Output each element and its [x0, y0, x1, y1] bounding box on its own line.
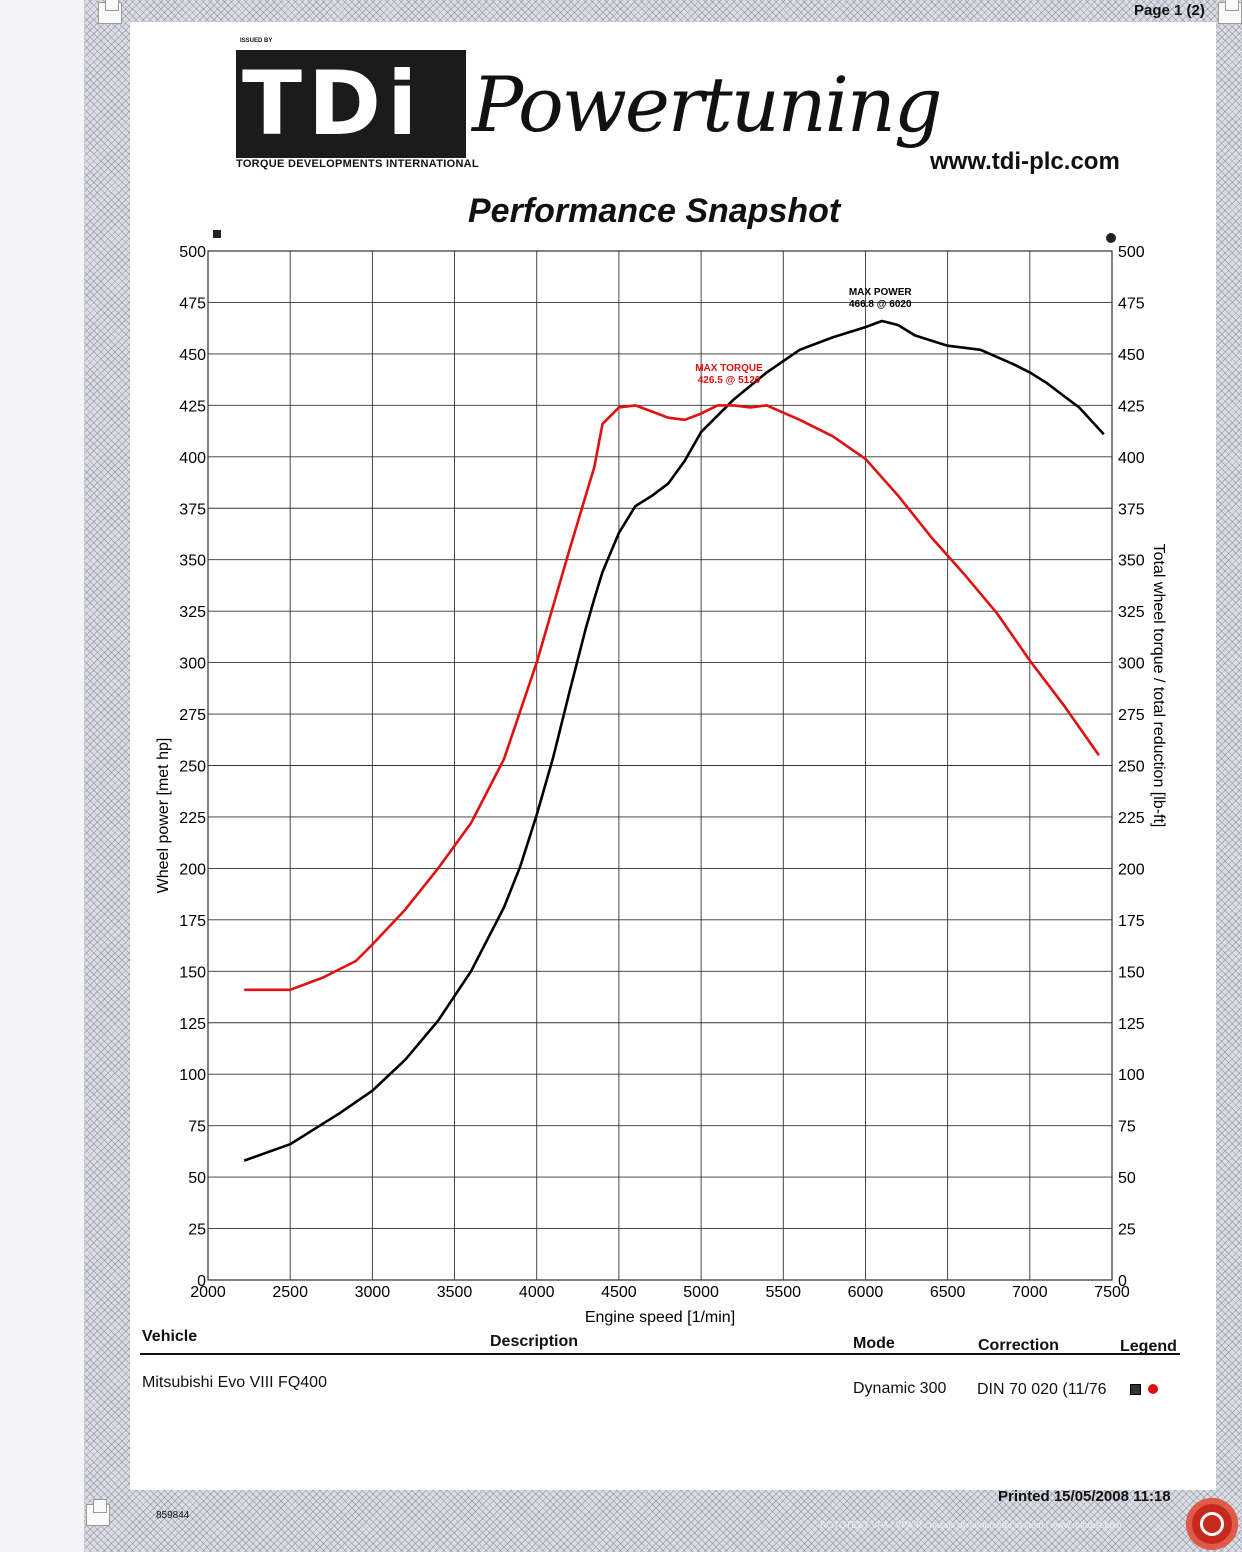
y-right-tick-label: 150	[1118, 964, 1145, 981]
y-left-tick-label: 500	[179, 244, 206, 261]
y-right-tick-label: 250	[1118, 759, 1145, 776]
brand-script: Powertuning	[472, 60, 943, 149]
page-corner-icon[interactable]	[86, 1499, 110, 1526]
y-right-tick-label: 225	[1118, 810, 1145, 827]
y-left-tick-label: 25	[188, 1222, 206, 1239]
y-right-tick-label: 475	[1118, 295, 1145, 312]
rototest-logo-icon	[1186, 1498, 1238, 1550]
y-right-axis-label: Total wheel torque / total reduction [lb…	[1150, 544, 1167, 828]
legend-circle-icon	[1148, 1384, 1158, 1394]
page-indicator: Page 1 (2)	[1134, 2, 1205, 19]
y-left-tick-label: 225	[179, 810, 206, 827]
y-right-tick-label: 450	[1118, 347, 1145, 364]
max-power-label: MAX POWER	[849, 287, 913, 298]
power-curve	[243, 319, 1105, 1162]
max-power-value: 466.8 @ 6020	[849, 299, 912, 310]
correction-value: DIN 70 020 (11/76	[977, 1381, 1107, 1398]
legend-header: Legend	[1120, 1338, 1177, 1355]
mode-value: Dynamic 300	[853, 1380, 947, 1397]
x-tick-label: 2500	[272, 1284, 308, 1301]
vehicle-value: Mitsubishi Evo VIII FQ400	[142, 1374, 327, 1391]
y-left-tick-label: 400	[179, 450, 206, 467]
max-torque-value: 426.5 @ 5120	[698, 375, 761, 386]
y-left-tick-label: 175	[179, 913, 206, 930]
x-tick-label: 4500	[601, 1284, 637, 1301]
x-tick-label: 7500	[1094, 1284, 1130, 1301]
y-right-tick-label: 500	[1118, 244, 1145, 261]
left-axis-square-marker	[213, 230, 221, 238]
y-right-tick-label: 0	[1118, 1273, 1127, 1290]
mode-header: Mode	[853, 1335, 895, 1352]
y-right-tick-label: 325	[1118, 604, 1145, 621]
issued-by-label: ISSUED BY	[240, 38, 273, 44]
logo-subtitle: TORQUE DEVELOPMENTS INTERNATIONAL	[236, 158, 479, 170]
page-corner-icon[interactable]	[98, 0, 122, 24]
x-tick-label: 5500	[765, 1284, 801, 1301]
y-left-tick-label: 475	[179, 295, 206, 312]
y-left-tick-label: 300	[179, 656, 206, 673]
y-right-tick-label: 350	[1118, 553, 1145, 570]
x-tick-label: 7000	[1012, 1284, 1048, 1301]
vehicle-header: Vehicle	[142, 1328, 198, 1345]
y-left-tick-label: 425	[179, 398, 206, 415]
y-right-tick-label: 50	[1118, 1170, 1136, 1187]
report-code: 859844	[156, 1510, 190, 1521]
y-left-tick-label: 50	[188, 1170, 206, 1187]
y-left-tick-label: 275	[179, 707, 206, 724]
website-text: www.tdi-plc.com	[930, 148, 1120, 175]
x-tick-label: 4000	[519, 1284, 555, 1301]
x-tick-label: 6500	[930, 1284, 966, 1301]
correction-header: Correction	[978, 1337, 1059, 1354]
report-title: Performance Snapshot	[468, 192, 841, 230]
y-right-tick-label: 75	[1118, 1119, 1136, 1136]
system-note: ROTOTEST VPA / VPA-R chassis dynamometer…	[820, 1520, 1122, 1530]
y-left-axis-label: Wheel power [met hp]	[155, 738, 172, 894]
x-tick-label: 2000	[190, 1284, 226, 1301]
y-right-tick-label: 25	[1118, 1222, 1136, 1239]
x-tick-label: 3000	[355, 1284, 391, 1301]
torque-curve	[244, 404, 1100, 992]
y-right-tick-label: 375	[1118, 501, 1145, 518]
y-right-tick-label: 275	[1118, 707, 1145, 724]
x-tick-label: 5000	[683, 1284, 719, 1301]
y-left-tick-label: 325	[179, 604, 206, 621]
x-tick-label: 6000	[848, 1284, 884, 1301]
y-left-tick-label: 250	[179, 759, 206, 776]
y-right-tick-label: 400	[1118, 450, 1145, 467]
y-left-tick-label: 125	[179, 1016, 206, 1033]
tdi-logo: TDi	[236, 50, 466, 158]
y-right-tick-label: 175	[1118, 913, 1145, 930]
legend-square-icon	[1130, 1384, 1141, 1395]
table-header-rule	[140, 1353, 1180, 1355]
y-left-tick-label: 375	[179, 501, 206, 518]
y-right-tick-label: 100	[1118, 1067, 1145, 1084]
x-tick-label: 3500	[437, 1284, 473, 1301]
right-axis-circle-marker	[1106, 233, 1116, 243]
y-left-tick-label: 0	[197, 1273, 206, 1290]
description-header: Description	[490, 1333, 579, 1350]
y-left-tick-label: 200	[179, 861, 206, 878]
y-right-tick-label: 425	[1118, 398, 1145, 415]
y-left-tick-label: 350	[179, 553, 206, 570]
y-left-tick-label: 450	[179, 347, 206, 364]
printed-timestamp: Printed 15/05/2008 11:18	[998, 1488, 1171, 1505]
y-left-tick-label: 75	[188, 1119, 206, 1136]
y-left-tick-label: 100	[179, 1067, 206, 1084]
logo-letters: TDi	[242, 52, 424, 155]
y-right-tick-label: 300	[1118, 656, 1145, 673]
y-left-tick-label: 150	[179, 964, 206, 981]
y-right-tick-label: 200	[1118, 861, 1145, 878]
x-axis-label: Engine speed [1/min]	[585, 1309, 735, 1326]
y-right-tick-label: 125	[1118, 1016, 1145, 1033]
max-torque-label: MAX TORQUE	[695, 363, 763, 374]
